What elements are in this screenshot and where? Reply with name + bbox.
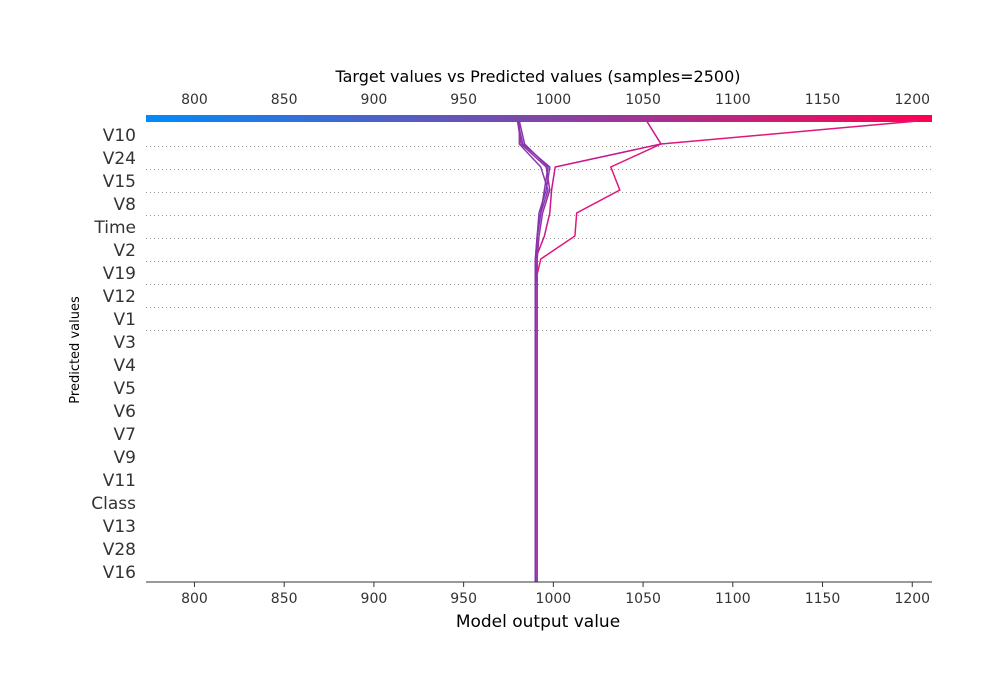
feature-label: V24 xyxy=(103,149,136,169)
bottom-axis-ticks: 800 850 900 950 1000 1050 1100 1150 1200 xyxy=(181,582,930,607)
feature-label: V10 xyxy=(103,126,136,146)
top-tick-label: 800 xyxy=(181,92,208,108)
feature-label: V11 xyxy=(103,471,136,491)
bottom-tick-label: 950 xyxy=(450,591,477,607)
feature-label: V3 xyxy=(114,333,136,353)
bottom-tick-label: 1150 xyxy=(805,591,841,607)
top-tick-label: 1000 xyxy=(536,92,572,108)
top-tick-label: 1050 xyxy=(625,92,661,108)
decision-line xyxy=(534,120,663,582)
feature-label: V19 xyxy=(103,264,136,284)
feature-label: V15 xyxy=(103,172,136,192)
top-tick-label: 1100 xyxy=(715,92,751,108)
y-axis-title: Predicted values xyxy=(68,296,83,404)
top-tick-label: 1150 xyxy=(805,92,841,108)
feature-label: V5 xyxy=(114,379,136,399)
decision-lines xyxy=(516,120,918,582)
colorbar xyxy=(146,115,932,122)
feature-label: V1 xyxy=(114,310,136,330)
x-axis-title: Model output value xyxy=(456,612,620,632)
feature-labels: V10 V24 V15 V8 Time V2 V19 V12 V1 V3 V4 V5 V6 V7 V9 V11… xyxy=(91,126,136,583)
chart-title: Target values vs Predicted values (sampl… xyxy=(334,67,740,86)
feature-label: V7 xyxy=(114,425,136,445)
bottom-tick-label: 1000 xyxy=(536,591,572,607)
decision-line xyxy=(516,120,551,582)
bottom-tick-label: 900 xyxy=(361,591,388,607)
feature-label: V12 xyxy=(103,287,136,307)
top-tick-label: 850 xyxy=(271,92,298,108)
feature-label: V4 xyxy=(114,356,136,376)
bottom-tick-label: 1200 xyxy=(894,591,930,607)
feature-label: Class xyxy=(91,494,136,514)
feature-label: Time xyxy=(93,218,136,238)
top-axis-ticks: 800 850 900 950 1000 1050 1100 1150 1200 xyxy=(181,92,930,108)
bottom-tick-label: 800 xyxy=(181,591,208,607)
feature-label: V6 xyxy=(114,402,136,422)
top-tick-label: 950 xyxy=(450,92,477,108)
feature-label: V13 xyxy=(103,517,136,537)
decision-line xyxy=(534,120,918,582)
feature-label: V2 xyxy=(114,241,136,261)
feature-label: V28 xyxy=(103,540,136,560)
bottom-tick-label: 1100 xyxy=(715,591,751,607)
decision-line xyxy=(518,120,549,582)
feature-label: V16 xyxy=(103,563,136,583)
feature-label: V9 xyxy=(114,448,136,468)
bottom-tick-label: 1050 xyxy=(625,591,661,607)
feature-label: V8 xyxy=(114,195,136,215)
top-tick-label: 900 xyxy=(361,92,388,108)
top-tick-label: 1200 xyxy=(894,92,930,108)
bottom-tick-label: 850 xyxy=(271,591,298,607)
